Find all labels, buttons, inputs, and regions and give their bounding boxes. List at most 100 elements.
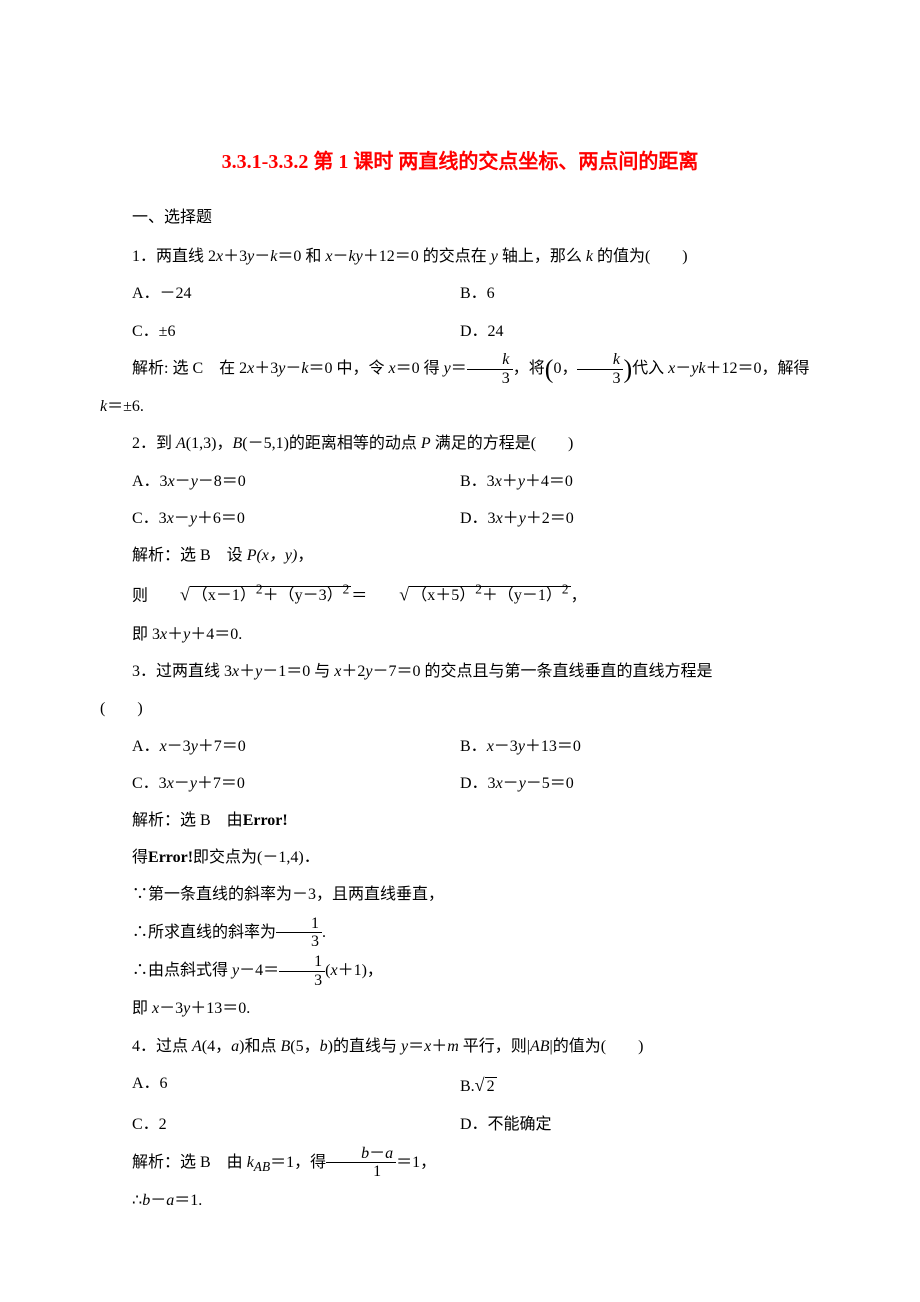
- text: （x＋5）: [411, 587, 475, 604]
- text: 由点斜式得: [148, 962, 232, 979]
- q2-opt-a: A．3x－y－8＝0: [100, 464, 460, 499]
- paren: ): [623, 354, 632, 383]
- text: ＋7＝0: [197, 775, 245, 792]
- var: x: [496, 510, 503, 527]
- text: ＝0 得: [396, 360, 444, 377]
- var: x: [167, 510, 174, 527]
- q4-row-ab: A．6 B.√2: [100, 1066, 820, 1106]
- q1-stem: 1．两直线 2x＋3y－k＝0 和 x－ky＋12＝0 的交点在 y 轴上，那么…: [100, 239, 820, 274]
- var: y: [519, 510, 526, 527]
- text: A．3: [132, 473, 168, 490]
- text: －: [285, 360, 301, 377]
- var: x: [496, 775, 503, 792]
- text: .: [322, 924, 326, 941]
- q1-row-ab: A．－24 B．6: [100, 276, 820, 311]
- text: 1．两直线 2: [132, 248, 216, 265]
- var: x: [167, 775, 174, 792]
- text: －3: [159, 1000, 183, 1017]
- text: 4．过点: [132, 1038, 192, 1055]
- fraction: k3: [467, 351, 513, 387]
- text: 轴上，那么: [498, 248, 586, 265]
- text: 第一条直线的斜率为－3，且两直线垂直，: [148, 886, 444, 903]
- var: a: [385, 1145, 393, 1162]
- text: ＋7＝0: [198, 738, 246, 755]
- text: 的值为( ): [593, 248, 688, 265]
- q1-solution-l1: 解析: 选 C 在 2x＋3y－k＝0 中，令 x＝0 得 y＝k3，将(0，k…: [100, 351, 820, 387]
- error-text: Error!: [243, 812, 288, 829]
- error-text: Error!: [148, 849, 193, 866]
- document-page: 3.3.1-3.3.2 第 1 课时 两直线的交点坐标、两点间的距离 一、选择题…: [0, 0, 920, 1302]
- text: ＝1，: [396, 1154, 436, 1171]
- var: x: [160, 738, 167, 755]
- text: 解析：选 B 由: [132, 812, 243, 829]
- text: 代入: [632, 360, 668, 377]
- text: －: [150, 1192, 166, 1209]
- text: ＋4＝0: [525, 473, 573, 490]
- q2-row-cd: C．3x－y＋6＝0 D．3x＋y＋2＝0: [100, 501, 820, 536]
- text: ，: [297, 547, 313, 564]
- q2-row-ab: A．3x－y－8＝0 B．3x＋y＋4＝0: [100, 464, 820, 499]
- var: A: [176, 435, 186, 452]
- text: 2．到: [132, 435, 176, 452]
- text: ＋: [431, 1038, 447, 1055]
- var: x: [325, 248, 332, 265]
- text: D．3: [460, 775, 496, 792]
- text: ＋4＝0.: [190, 626, 242, 643]
- var: A: [192, 1038, 202, 1055]
- q4-sol-l1: 解析：选 B 由 kAB＝1，得b－a1＝1，: [100, 1145, 820, 1182]
- text: －: [174, 510, 190, 527]
- denominator: 3: [467, 370, 513, 388]
- text: (5，: [290, 1038, 319, 1055]
- numerator: k: [467, 351, 513, 370]
- text: B.: [460, 1078, 475, 1095]
- numerator: 1: [279, 953, 325, 972]
- q4-opt-d: D．不能确定: [460, 1107, 820, 1142]
- q4-opt-c: C．2: [100, 1107, 460, 1142]
- var: y: [518, 738, 525, 755]
- text: －: [333, 248, 349, 265]
- q1-opt-d: D．24: [460, 314, 820, 349]
- denominator: 3: [577, 370, 623, 388]
- text: ＝: [408, 1038, 424, 1055]
- q2-opt-d: D．3x＋y＋2＝0: [460, 501, 820, 536]
- var: y: [191, 473, 198, 490]
- numerator: k: [577, 351, 623, 370]
- text: －: [254, 248, 270, 265]
- text: B．3: [460, 473, 495, 490]
- text: 即交点为(－1,4)．: [193, 849, 320, 866]
- text: 0，: [553, 360, 577, 377]
- text: B．: [460, 738, 487, 755]
- sqrt: √（x－1）2＋（y－3）2: [148, 575, 351, 615]
- q1-opt-b: B．6: [460, 276, 820, 311]
- text: －8＝0: [198, 473, 246, 490]
- var: ky: [349, 248, 363, 265]
- text: ＋（y－3）: [263, 587, 343, 604]
- q2-sol-l1: 解析：选 B 设 P(x，y)，: [100, 538, 820, 573]
- text: ＝1，得: [270, 1154, 326, 1171]
- q3-opt-d: D．3x－y－5＝0: [460, 766, 820, 801]
- text: 得: [132, 849, 148, 866]
- text: (－5,1)的距离相等的动点: [242, 435, 421, 452]
- q3-row-cd: C．3x－y＋7＝0 D．3x－y－5＝0: [100, 766, 820, 801]
- text: ＋13＝0: [525, 738, 581, 755]
- q3-opt-b: B．x－3y＋13＝0: [460, 729, 820, 764]
- section-heading: 一、选择题: [100, 200, 820, 235]
- var: b: [320, 1038, 328, 1055]
- text: ＋（y－1）: [482, 587, 562, 604]
- text: ，: [571, 587, 587, 604]
- q1-opt-a: A．－24: [100, 276, 460, 311]
- text: C．3: [132, 510, 167, 527]
- q4-sol-l2: b－a＝1.: [100, 1183, 820, 1218]
- text: ＋6＝0: [197, 510, 245, 527]
- var: k: [586, 248, 593, 265]
- text: ＝0 中，令: [308, 360, 388, 377]
- var: m: [447, 1038, 459, 1055]
- var: y: [491, 248, 498, 265]
- var: y: [191, 738, 198, 755]
- sqrt: √2: [475, 1066, 497, 1106]
- text: ＋13＝0.: [190, 1000, 250, 1017]
- var: y: [190, 775, 197, 792]
- text: －: [174, 775, 190, 792]
- text: C．3: [132, 775, 167, 792]
- denominator: 3: [279, 972, 325, 990]
